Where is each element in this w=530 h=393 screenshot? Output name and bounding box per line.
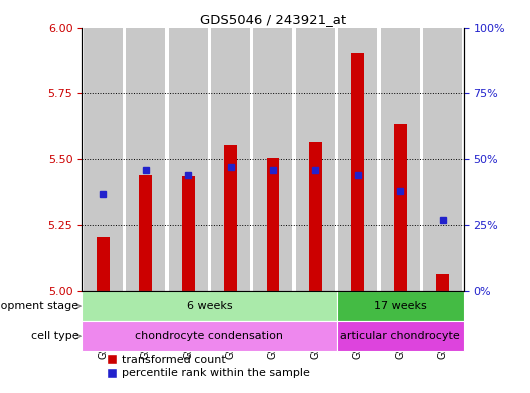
Bar — [169, 28, 208, 291]
Bar — [253, 28, 293, 291]
Bar — [296, 28, 335, 291]
Bar — [84, 28, 123, 291]
Bar — [126, 28, 165, 291]
Text: development stage: development stage — [0, 301, 78, 311]
Bar — [338, 28, 377, 291]
Bar — [97, 237, 110, 291]
Text: chondrocyte condensation: chondrocyte condensation — [135, 331, 284, 341]
Bar — [139, 175, 152, 291]
Bar — [267, 158, 279, 291]
Bar — [309, 142, 322, 291]
Bar — [82, 291, 337, 321]
Bar — [351, 53, 364, 291]
Title: GDS5046 / 243921_at: GDS5046 / 243921_at — [200, 13, 346, 26]
Text: 6 weeks: 6 weeks — [187, 301, 232, 311]
Bar — [436, 274, 449, 291]
Bar — [224, 145, 237, 291]
Bar — [337, 291, 464, 321]
Bar — [423, 28, 462, 291]
Text: cell type: cell type — [31, 331, 78, 341]
Bar — [182, 176, 195, 291]
Bar — [82, 321, 337, 351]
Bar — [211, 28, 250, 291]
Bar — [394, 124, 407, 291]
Bar — [381, 28, 420, 291]
Text: 17 weeks: 17 weeks — [374, 301, 427, 311]
Legend: transformed count, percentile rank within the sample: transformed count, percentile rank withi… — [107, 355, 310, 378]
Bar — [337, 321, 464, 351]
Text: articular chondrocyte: articular chondrocyte — [340, 331, 460, 341]
